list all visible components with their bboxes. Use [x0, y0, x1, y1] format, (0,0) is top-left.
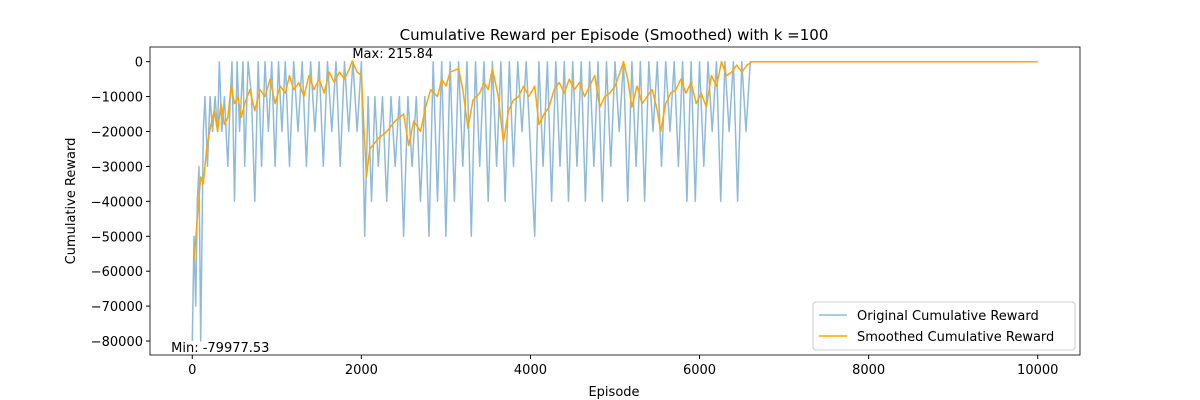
series-line [191, 60, 1038, 342]
x-tick-label: 0 [188, 363, 196, 378]
chart-title: Cumulative Reward per Episode (Smoothed)… [400, 26, 829, 44]
y-tick-label: −40000 [91, 195, 143, 210]
series-line [193, 60, 1038, 261]
y-axis-label: Cumulative Reward [64, 138, 79, 265]
y-tick-label: −20000 [91, 126, 143, 141]
legend-label: Original Cumulative Reward [857, 309, 1039, 324]
y-tick-label: −80000 [91, 335, 143, 350]
y-tick-label: −30000 [91, 160, 143, 175]
y-tick-label: −60000 [91, 265, 143, 280]
x-tick-label: 2000 [345, 363, 378, 378]
x-tick-label: 8000 [852, 363, 885, 378]
plot-frame [149, 46, 1081, 356]
legend-box [812, 301, 1076, 351]
y-tick-label: 0 [135, 56, 143, 71]
y-tick-label: −70000 [91, 300, 143, 315]
x-tick-label: 6000 [683, 363, 716, 378]
legend-label: Smoothed Cumulative Reward [857, 330, 1054, 345]
x-tick-label: 4000 [514, 363, 547, 378]
y-tick-label: −50000 [91, 230, 143, 245]
y-tick-label: −10000 [91, 91, 143, 106]
annotation: Min: -79977.53 [171, 341, 269, 356]
x-axis-label: Episode [588, 385, 639, 400]
annotation: Max: 215.84 [352, 47, 433, 62]
x-tick-label: 10000 [1017, 363, 1058, 378]
